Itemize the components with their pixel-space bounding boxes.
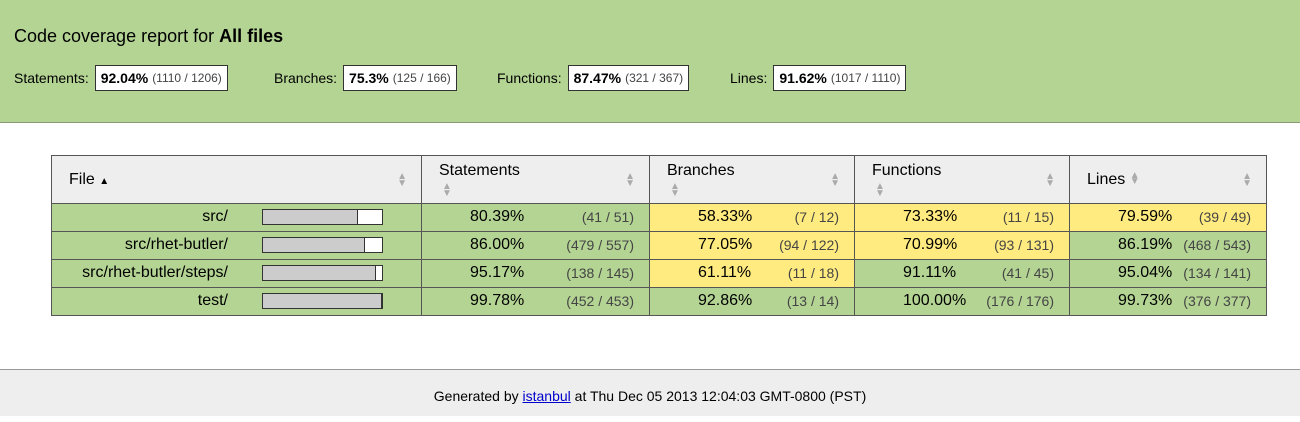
sort-icon: ▲ ▼	[1129, 170, 1140, 187]
branches-cell: 77.05% (94 / 122)	[649, 231, 855, 260]
sort-icon: ▲ ▼	[442, 181, 452, 199]
file-link[interactable]: src/rhet-butler/steps/	[82, 264, 228, 281]
lines-pct: 79.59%	[1118, 208, 1173, 225]
file-cell: src/rhet-butler/steps/	[51, 259, 422, 288]
coverage-bar-fill	[263, 210, 359, 224]
sort-asc-icon: ▲	[99, 176, 110, 187]
branches-pct: 58.33%	[698, 208, 753, 225]
coverage-bar	[262, 293, 383, 309]
statements-pct: 80.39%	[470, 208, 525, 225]
coverage-bar	[262, 237, 383, 253]
lines-pct: 86.19%	[1118, 236, 1173, 253]
file-cell: src/rhet-butler/	[51, 231, 422, 260]
sort-icon: ▲ ▼	[875, 181, 885, 199]
functions-pct: 70.99%	[903, 236, 958, 253]
statements-fraction: (452 / 453)	[566, 293, 634, 309]
branches-pct: 61.11%	[698, 264, 752, 281]
metric-statements: Statements: 92.04% (1110 / 1206)	[14, 63, 228, 93]
statements-cell: 86.00% (479 / 557)	[421, 231, 650, 260]
lines-fraction: (39 / 49)	[1198, 209, 1251, 225]
statements-cell: 95.17% (138 / 145)	[421, 259, 650, 288]
functions-fraction: (41 / 45)	[1001, 265, 1054, 281]
functions-cell: 100.00% (176 / 176)	[854, 287, 1070, 316]
metric-box: 91.62% (1017 / 1110)	[773, 65, 907, 91]
table-row: src/80.39% (41 / 51) 58.33% (7 / 12) 73.33% (…	[51, 203, 1267, 232]
lines-fraction: (376 / 377)	[1183, 293, 1251, 309]
title-scope: All files	[219, 26, 284, 46]
sort-icon: ▲ ▼	[625, 171, 635, 189]
lines-cell: 95.04% (134 / 141)	[1069, 259, 1267, 288]
page-title: Code coverage report for All files	[14, 26, 284, 46]
functions-fraction: (176 / 176)	[986, 293, 1054, 309]
lines-cell: 79.59% (39 / 49)	[1069, 203, 1267, 232]
table-row: src/rhet-butler/86.00% (479 / 557) 77.05% (…	[51, 231, 1267, 260]
lines-fraction: (468 / 543)	[1183, 237, 1251, 253]
branches-cell: 61.11% (11 / 18)	[649, 259, 855, 288]
functions-fraction: (93 / 131)	[994, 237, 1054, 253]
file-link[interactable]: src/rhet-butler/	[124, 236, 228, 253]
metric-functions: Functions: 87.47% (321 / 367)	[497, 63, 690, 93]
column-header-statements[interactable]: Statements ▲ ▼ ▲ ▼	[421, 155, 650, 204]
functions-pct: 91.11%	[903, 264, 957, 281]
statements-pct: 86.00%	[470, 236, 525, 253]
functions-pct: 73.33%	[903, 208, 958, 225]
coverage-bar-fill	[263, 238, 366, 252]
statements-pct: 95.17%	[470, 264, 525, 281]
column-header-branches[interactable]: Branches ▲ ▼ ▲ ▼	[649, 155, 855, 204]
column-header-file[interactable]: File ▲ ▲ ▼	[51, 155, 422, 204]
functions-fraction: (11 / 15)	[1002, 209, 1054, 225]
sort-icon: ▲ ▼	[1242, 171, 1252, 189]
metric-lines: Lines: 91.62% (1017 / 1110)	[730, 63, 907, 93]
branches-fraction: (94 / 122)	[779, 237, 839, 253]
istanbul-link[interactable]: istanbul	[522, 388, 571, 404]
statements-fraction: (138 / 145)	[566, 265, 634, 281]
branches-fraction: (11 / 18)	[787, 265, 839, 281]
lines-pct: 99.73%	[1118, 292, 1173, 309]
metric-box: 75.3% (125 / 166)	[343, 65, 457, 91]
sort-icon: ▲ ▼	[830, 171, 840, 189]
coverage-table: File ▲ ▲ ▼ Statements ▲ ▼ ▲ ▼ Branches ▲ ▼ ▲…	[51, 155, 1267, 316]
lines-cell: 99.73% (376 / 377)	[1069, 287, 1267, 316]
metric-box: 92.04% (1110 / 1206)	[94, 65, 228, 91]
functions-cell: 73.33% (11 / 15)	[854, 203, 1070, 232]
branches-fraction: (13 / 14)	[786, 293, 839, 309]
functions-pct: 100.00%	[903, 292, 967, 309]
table-row: test/99.78% (452 / 453) 92.86% (13 / 14) 100…	[51, 287, 1267, 316]
file-link[interactable]: test/	[197, 292, 228, 309]
statements-pct: 99.78%	[470, 292, 525, 309]
statements-fraction: (479 / 557)	[566, 237, 634, 253]
file-cell: test/	[51, 287, 422, 316]
branches-pct: 77.05%	[698, 236, 753, 253]
statements-cell: 99.78% (452 / 453)	[421, 287, 650, 316]
metric-branches: Branches: 75.3% (125 / 166)	[274, 63, 457, 93]
table-header-row: File ▲ ▲ ▼ Statements ▲ ▼ ▲ ▼ Branches ▲ ▼ ▲…	[51, 155, 1267, 204]
metric-box: 87.47% (321 / 367)	[567, 65, 690, 91]
lines-pct: 95.04%	[1118, 264, 1173, 281]
sort-icon: ▲ ▼	[670, 181, 680, 199]
coverage-bar-fill	[263, 294, 382, 308]
functions-cell: 70.99% (93 / 131)	[854, 231, 1070, 260]
coverage-bar	[262, 209, 383, 225]
column-header-functions[interactable]: Functions ▲ ▼ ▲ ▼	[854, 155, 1070, 204]
file-cell: src/	[51, 203, 422, 232]
lines-fraction: (134 / 141)	[1183, 265, 1251, 281]
lines-cell: 86.19% (468 / 543)	[1069, 231, 1267, 260]
file-link[interactable]: src/	[202, 208, 228, 225]
functions-cell: 91.11% (41 / 45)	[854, 259, 1070, 288]
report-header: Code coverage report for All files State…	[0, 0, 1300, 123]
statements-cell: 80.39% (41 / 51)	[421, 203, 650, 232]
table-row: src/rhet-butler/steps/95.17% (138 / 145) 6…	[51, 259, 1267, 288]
sort-icon: ▲ ▼	[397, 171, 407, 189]
coverage-bar-fill	[263, 266, 377, 280]
branches-cell: 92.86% (13 / 14)	[649, 287, 855, 316]
statements-fraction: (41 / 51)	[581, 209, 634, 225]
column-header-lines[interactable]: Lines ▲ ▼ ▲ ▼	[1069, 155, 1267, 204]
branches-cell: 58.33% (7 / 12)	[649, 203, 855, 232]
coverage-bar	[262, 265, 383, 281]
footer: Generated by istanbul at Thu Dec 05 2013…	[0, 369, 1300, 416]
sort-icon: ▲ ▼	[1045, 171, 1055, 189]
branches-pct: 92.86%	[698, 292, 753, 309]
branches-fraction: (7 / 12)	[794, 209, 839, 225]
